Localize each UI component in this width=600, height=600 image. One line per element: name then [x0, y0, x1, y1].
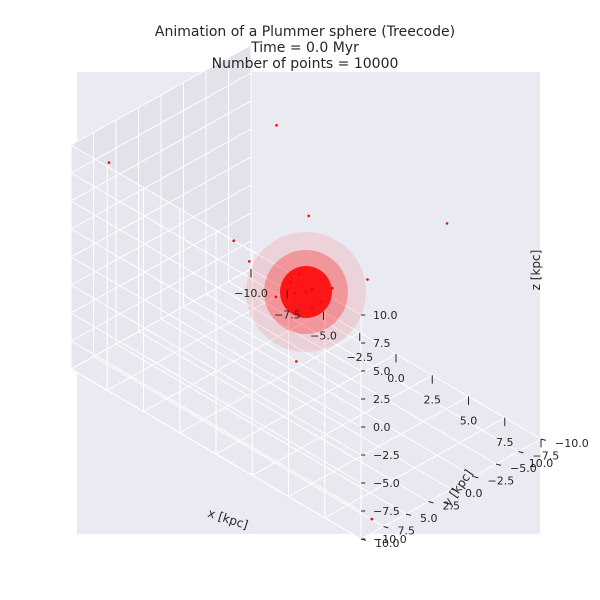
y-axis-tick-label: −10.0: [555, 437, 589, 450]
x-axis-tick-label: 7.5: [496, 436, 514, 449]
y-axis-tick-label: 0.0: [465, 487, 483, 500]
z-axis-tick-label: −5.0: [373, 477, 400, 490]
grid-line: [160, 318, 452, 490]
y-axis-tick-mark: [428, 501, 434, 504]
grid-line: [70, 128, 252, 230]
grid-line: [70, 100, 252, 202]
y-axis-tick-label: −5.0: [510, 462, 537, 475]
scatter-point: [445, 222, 449, 225]
title-line-2: Time = 0.0 Myr: [250, 40, 359, 56]
scatter-point: [307, 214, 311, 218]
grid-line: [70, 72, 252, 174]
x-axis-tick-label: −2.5: [346, 351, 373, 364]
grid-line: [70, 156, 252, 258]
x-axis-tick-label: 5.0: [460, 415, 478, 428]
title-line-3: Number of points = 10000: [212, 56, 399, 72]
y-axis-tick-label: 7.5: [398, 525, 416, 538]
z-axis-tick-label: 5.0: [373, 365, 391, 378]
x-axis-tick-label: 10.0: [529, 457, 554, 470]
grid-line: [70, 368, 362, 540]
grid-line: [70, 44, 252, 146]
grid-line: [183, 306, 474, 477]
z-axis-tick-label: −2.5: [373, 449, 400, 462]
y-axis-tick-mark: [518, 451, 524, 454]
title-line-1: Animation of a Plummer sphere (Treecode): [155, 24, 455, 40]
grid-line: [70, 184, 252, 286]
z-axis-tick-label: 7.5: [373, 337, 391, 350]
scatter-point: [366, 278, 369, 281]
grid-line: [70, 212, 252, 314]
grid-line: [115, 343, 407, 515]
x-axis-tick-label: −7.5: [274, 308, 301, 321]
z-axis-tick-label: −10.0: [373, 533, 407, 546]
y-axis-tick-mark: [450, 488, 457, 491]
cluster-core: [246, 232, 366, 352]
grid-line: [70, 312, 362, 484]
cluster-core-blob: [280, 266, 332, 318]
y-axis-tick-mark: [405, 513, 412, 516]
y-axis-tick-mark: [495, 463, 502, 466]
grid-line: [70, 200, 362, 372]
grid-lines: [70, 44, 542, 540]
scatter-point: [274, 295, 278, 299]
y-axis-tick-label: −7.5: [533, 450, 560, 463]
y-axis-tick-label: 5.0: [420, 512, 438, 525]
z-axis-tick-label: 2.5: [373, 393, 391, 406]
scatter-point: [232, 239, 235, 242]
y-axis-ticks: −10.0−7.5−5.0−2.50.02.55.07.510.0: [360, 437, 589, 550]
z-axis-tick-label: 0.0: [373, 421, 391, 434]
x-axis-tick-label: −5.0: [310, 330, 337, 343]
y-axis-tick-mark: [473, 476, 479, 479]
y-axis-tick-label: 10.0: [375, 537, 400, 550]
grid-line: [228, 281, 519, 452]
x-axis-tick-label: 0.0: [387, 372, 405, 385]
x-axis-tick-label: −10.0: [234, 287, 268, 300]
y-axis-tick-label: −2.5: [488, 475, 515, 488]
grid-line: [70, 240, 252, 342]
z-axis-ticks: −10.0 −7.5 −5.0 −2.5 0.0 2.5 5.0 7.5 10.0: [361, 309, 407, 546]
chart-title: Animation of a Plummer sphere (Treecode)…: [155, 24, 455, 72]
scatter-point: [275, 124, 278, 127]
x-axis-ticks: −10.0 −7.5 −5.0 −2.5 0.0 2.5 5.0 7.5 10.0: [234, 269, 553, 470]
x-axis-tick-label: 2.5: [424, 393, 442, 406]
scatter-point: [248, 260, 251, 263]
grid-line: [93, 356, 384, 527]
grid-line: [70, 228, 362, 400]
grid-line: [70, 284, 362, 456]
grid-line: [70, 256, 362, 428]
y-axis-tick-mark: [383, 526, 389, 529]
z-axis-label: z [kpc]: [529, 250, 543, 291]
y-axis-tick-mark: [540, 438, 547, 441]
grid-line: [205, 293, 497, 465]
scatter-point: [370, 517, 374, 521]
scatter-point: [107, 161, 111, 164]
z-axis-tick-label: 10.0: [373, 309, 398, 322]
scatter-point: [295, 360, 298, 363]
z-axis-tick-label: −7.5: [373, 505, 400, 518]
y-axis-tick-label: 2.5: [443, 500, 461, 513]
grid-line: [138, 331, 429, 502]
